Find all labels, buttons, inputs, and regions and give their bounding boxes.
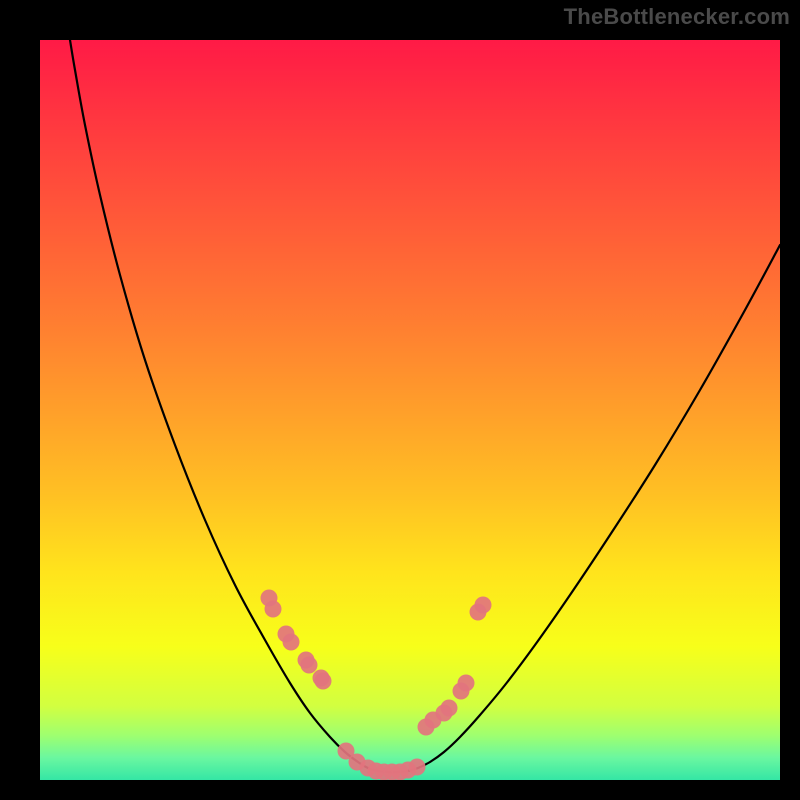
bottleneck-curve <box>70 40 780 772</box>
curve-layer <box>40 40 780 780</box>
data-marker <box>315 673 332 690</box>
watermark-text: TheBottlenecker.com <box>564 4 790 30</box>
data-marker <box>283 634 300 651</box>
chart-frame: TheBottlenecker.com <box>0 0 800 800</box>
marker-group <box>261 590 492 781</box>
data-marker <box>265 601 282 618</box>
data-marker <box>409 759 426 776</box>
data-marker <box>458 675 475 692</box>
data-marker <box>475 597 492 614</box>
data-marker <box>441 700 458 717</box>
data-marker <box>301 657 318 674</box>
